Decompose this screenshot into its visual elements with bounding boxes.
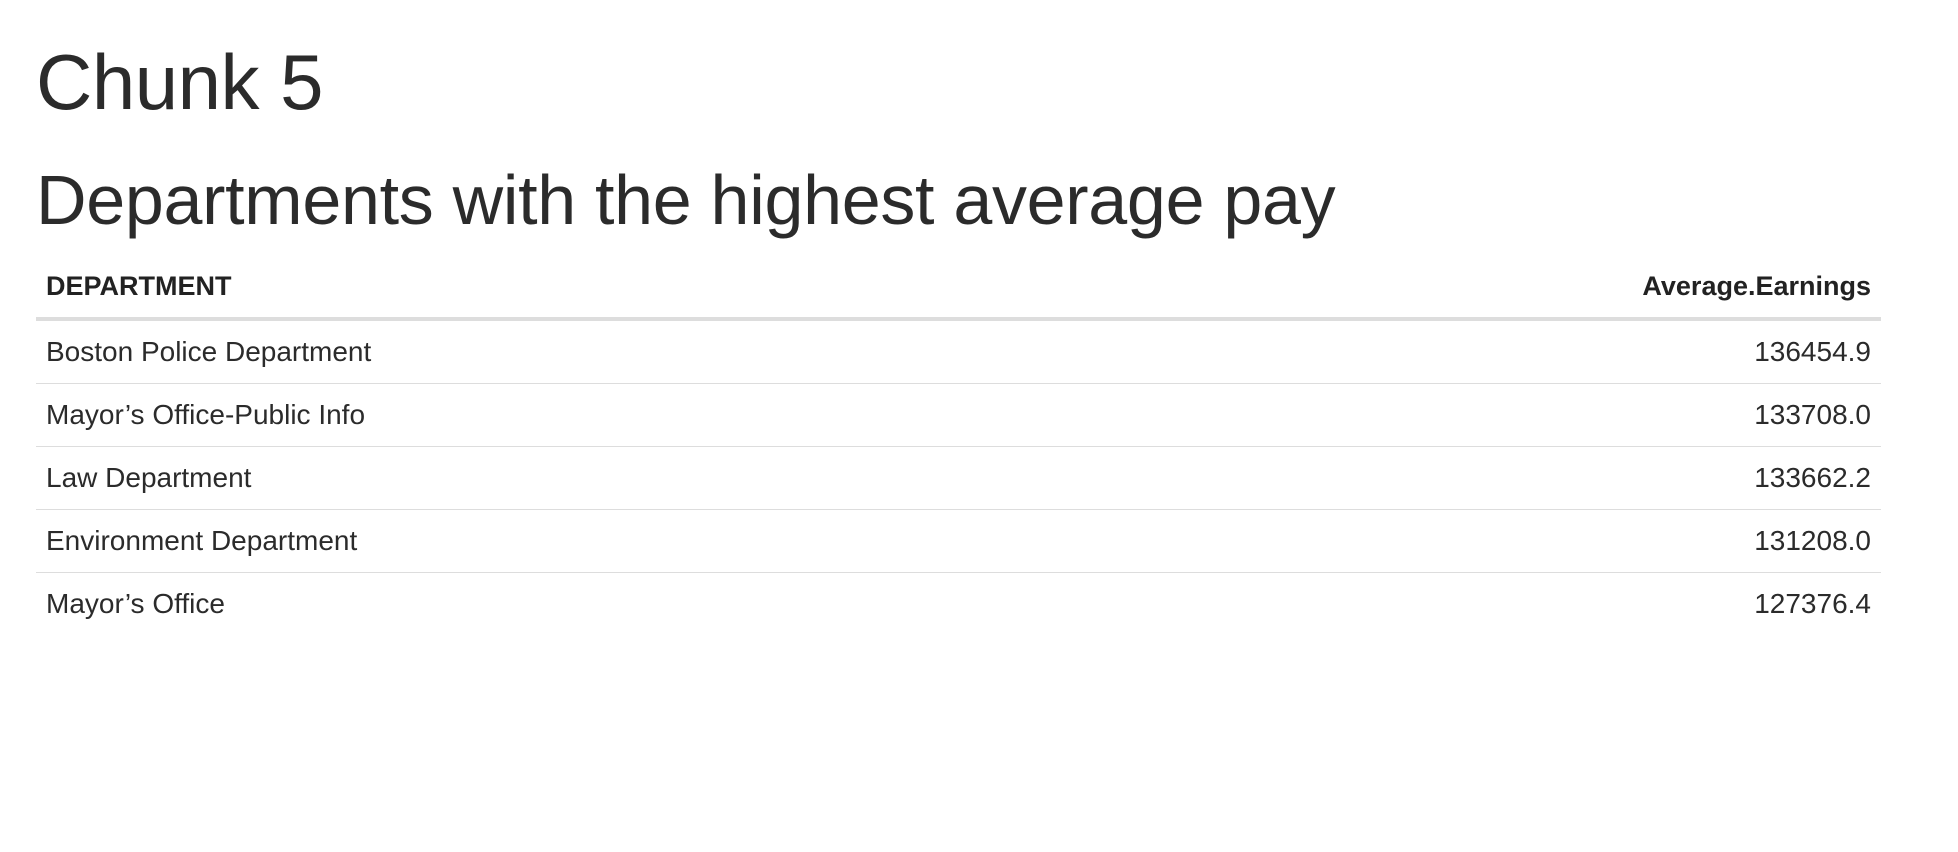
earnings-cell: 133708.0	[1108, 383, 1881, 447]
department-cell: Mayor’s Office	[46, 588, 225, 619]
department-cell: Environment Department	[36, 509, 1109, 573]
column-header-department: DEPARTMENT	[36, 255, 1109, 321]
chunk-heading: Chunk 5	[36, 38, 324, 126]
table-header-row: DEPARTMENT Average.Earnings	[36, 255, 1881, 321]
department-cell: Law Department	[36, 446, 1109, 510]
table-row: Environment Department 131208.0	[36, 509, 1881, 573]
department-cell: Boston Police Department	[36, 319, 1109, 384]
table-row: Mayor’s Office 127376.4	[36, 573, 1881, 636]
table-row: Boston Police Department 136454.9	[36, 319, 1881, 384]
earnings-cell: 131208.0	[1108, 509, 1881, 573]
earnings-cell: 136454.9	[1108, 319, 1881, 384]
earnings-cell: 133662.2	[1108, 446, 1881, 510]
departments-table: DEPARTMENT Average.Earnings Boston Polic…	[36, 255, 1881, 635]
earnings-cell: 127376.4	[1754, 588, 1871, 619]
table-row: Mayor’s Office-Public Info 133708.0	[36, 383, 1881, 447]
column-header-average-earnings: Average.Earnings	[1108, 255, 1881, 321]
table-row: Law Department 133662.2	[36, 446, 1881, 510]
section-heading: Departments with the highest average pay	[36, 161, 1336, 239]
department-cell: Mayor’s Office-Public Info	[36, 383, 1109, 447]
